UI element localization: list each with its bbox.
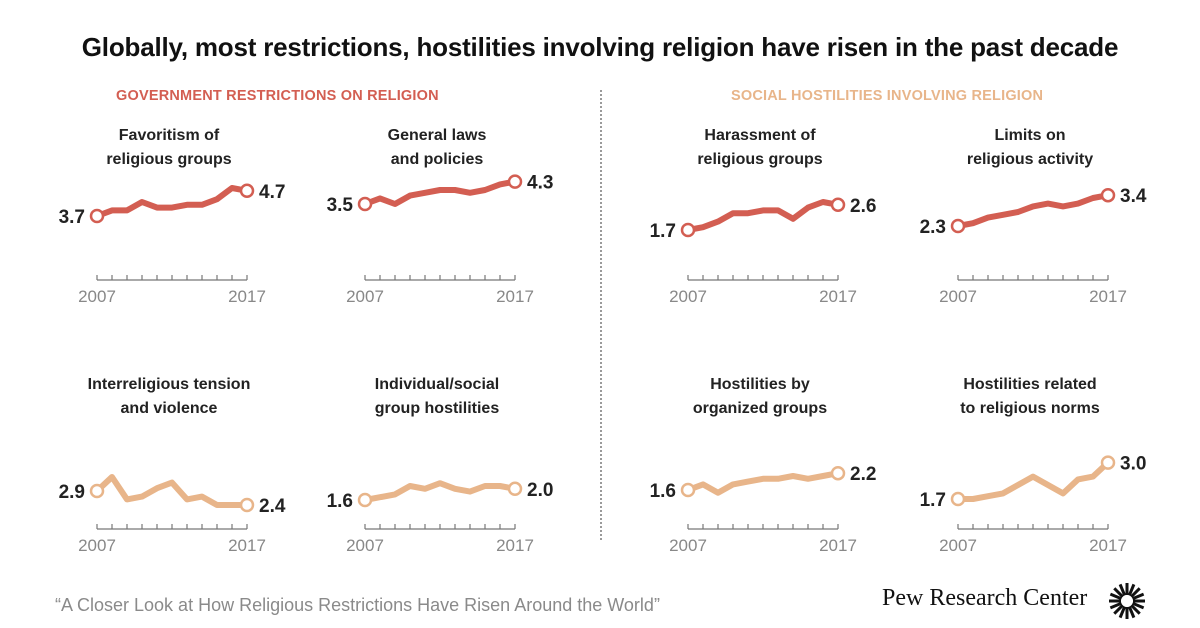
x-tick-label: 2017 [819, 536, 857, 555]
line-chart: 2007 2017 1.6 2.0 [327, 480, 554, 555]
end-value-label: 2.4 [259, 496, 286, 517]
chart-title: Favoritism of religious groups [106, 127, 232, 168]
start-value-label: 3.5 [327, 195, 354, 216]
line-chart: 2007 2017 3.7 4.7 [59, 182, 286, 306]
section-divider [600, 90, 602, 540]
start-point [357, 196, 373, 212]
chart-panel: Favoritism of religious groups 2007 2017 3.… [29, 124, 309, 334]
end-value-label: 3.4 [1120, 186, 1147, 207]
chart-title: Interreligious tension and violence [87, 376, 251, 417]
start-point [950, 218, 966, 234]
x-tick-label: 2017 [819, 287, 857, 306]
series-line [362, 178, 518, 207]
end-point [239, 183, 255, 199]
series-line [685, 199, 841, 233]
end-point [239, 497, 255, 513]
start-point [680, 482, 696, 498]
end-value-label: 3.0 [1120, 454, 1146, 475]
sunburst-ray [1109, 601, 1123, 610]
x-tick-label: 2007 [346, 536, 384, 555]
start-point [357, 492, 373, 508]
chart-title: General laws and policies [387, 127, 487, 168]
series-line [94, 474, 250, 508]
x-tick-label: 2017 [1089, 536, 1127, 555]
x-tick-label: 2007 [78, 287, 116, 306]
chart-panel: Individual/social group hostilities 2007 2… [297, 373, 577, 583]
x-tick-label: 2017 [1089, 287, 1127, 306]
x-tick-label: 2017 [496, 287, 534, 306]
end-point [507, 174, 523, 189]
series-line [955, 192, 1111, 229]
x-tick-label: 2007 [78, 536, 116, 555]
line-chart: 2007 2017 1.7 2.6 [650, 196, 877, 306]
sunburst-ray [1131, 592, 1145, 601]
sunburst-ray [1130, 604, 1141, 615]
start-value-label: 2.3 [920, 217, 946, 238]
line-chart: 2007 2017 1.6 2.2 [650, 464, 877, 555]
page-title: Globally, most restrictions, hostilities… [81, 32, 1119, 62]
x-tick-label: 2017 [228, 536, 266, 555]
sunburst-ray [1130, 587, 1141, 598]
start-point [950, 491, 966, 507]
chart-title: Individual/social group hostilities [374, 376, 500, 417]
sunburst-ray [1113, 587, 1124, 598]
sunburst-ray [1118, 583, 1127, 597]
chart-panel: Hostilities by organized groups 2007 2017 1… [620, 373, 900, 583]
chart-panel: General laws and policies 2007 2017 3.5 4.3 [297, 124, 577, 334]
end-point [1100, 187, 1116, 203]
pew-sunburst-icon [1109, 583, 1145, 619]
series-line [955, 459, 1111, 502]
start-value-label: 3.7 [59, 207, 85, 228]
line-chart: 2007 2017 2.3 3.4 [920, 186, 1147, 306]
chart-panel: Limits on religious activity 2007 2017 2.3 3… [890, 124, 1170, 334]
start-value-label: 1.7 [650, 221, 676, 242]
end-point [830, 465, 846, 481]
x-tick-label: 2017 [228, 287, 266, 306]
sunburst-ray [1118, 605, 1127, 619]
end-value-label: 4.3 [527, 173, 553, 194]
end-value-label: 2.0 [527, 480, 553, 501]
line-chart: 2007 2017 2.9 2.4 [59, 474, 286, 555]
end-value-label: 2.2 [850, 464, 876, 485]
end-point [830, 197, 846, 213]
start-point [89, 208, 105, 224]
source-note: “A Closer Look at How Religious Restrict… [55, 595, 660, 615]
series-line [362, 480, 518, 503]
sunburst-ray [1127, 583, 1136, 597]
series-line [685, 470, 841, 496]
chart-title: Limits on religious activity [966, 127, 1094, 168]
sunburst-ray [1127, 605, 1136, 619]
start-value-label: 1.6 [650, 481, 676, 502]
chart-panel: Hostilities related to religious norms 20… [890, 373, 1170, 583]
chart-title: Harassment of religious groups [697, 127, 823, 168]
end-value-label: 2.6 [850, 196, 876, 217]
chart-title: Hostilities by organized groups [692, 376, 828, 417]
start-value-label: 2.9 [59, 482, 85, 503]
x-tick-label: 2017 [496, 536, 534, 555]
end-point [507, 481, 523, 497]
x-tick-label: 2007 [939, 287, 977, 306]
x-tick-label: 2007 [669, 536, 707, 555]
line-chart: 2007 2017 1.7 3.0 [920, 454, 1147, 555]
end-point [1100, 455, 1116, 470]
x-tick-label: 2007 [669, 287, 707, 306]
brand-name: Pew Research Center [882, 585, 1088, 611]
start-point [89, 483, 105, 499]
start-point [680, 222, 696, 238]
line-chart: 2007 2017 3.5 4.3 [327, 173, 554, 306]
sunburst-ray [1109, 592, 1123, 601]
section-heading-social: SOCIAL HOSTILITIES INVOLVING RELIGION [731, 88, 1044, 104]
sunburst-ray [1131, 601, 1145, 610]
start-value-label: 1.6 [327, 491, 353, 512]
sunburst-ray [1113, 604, 1124, 615]
chart-title: Hostilities related to religious norms [960, 376, 1100, 417]
x-tick-label: 2007 [939, 536, 977, 555]
series-line [94, 185, 250, 219]
end-value-label: 4.7 [259, 182, 285, 203]
chart-panel: Harassment of religious groups 2007 2017 1.… [620, 124, 900, 334]
x-tick-label: 2007 [346, 287, 384, 306]
chart-panel: Interreligious tension and violence 2007 2… [29, 373, 309, 583]
section-heading-government: GOVERNMENT RESTRICTIONS ON RELIGION [116, 88, 439, 104]
start-value-label: 1.7 [920, 490, 946, 511]
